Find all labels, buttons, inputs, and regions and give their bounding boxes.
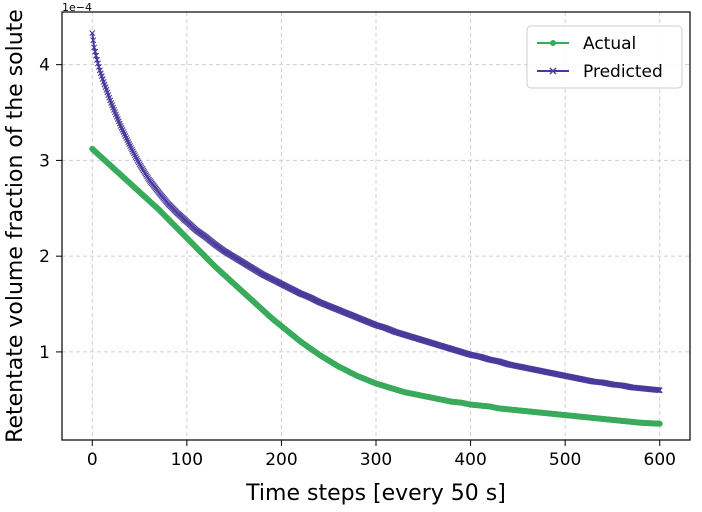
data-point: [90, 37, 97, 44]
legend-marker-actual: [550, 40, 556, 46]
series-layer: [89, 30, 663, 427]
legend-label-actual: Actual: [583, 34, 636, 54]
axis-ticks: 0 100 200 300 400 500 600 1 2 3 4: [39, 56, 676, 470]
data-point: [94, 60, 101, 67]
data-point: [655, 387, 662, 394]
y-offset-label: 1e−4: [62, 1, 92, 14]
y-tick-label: 4: [39, 56, 50, 76]
data-point: [656, 420, 663, 427]
y-tick-label: 3: [39, 151, 50, 171]
data-point: [656, 387, 663, 394]
data-point: [95, 63, 102, 70]
x-tick-label: 300: [360, 450, 392, 470]
data-point: [654, 387, 661, 394]
data-point: [94, 56, 100, 63]
x-axis-label: Time steps [every 50 s]: [245, 481, 506, 506]
legend-label-predicted: Predicted: [583, 62, 663, 82]
x-tick-label: 400: [454, 450, 486, 470]
y-tick-label: 1: [39, 343, 50, 363]
y-axis-label: Retentate volume fraction of the solute: [3, 9, 28, 443]
y-tick-label: 2: [39, 247, 50, 267]
data-point: [89, 30, 96, 37]
x-tick-label: 0: [87, 450, 98, 470]
series-actual: [89, 145, 663, 427]
x-tick-label: 100: [171, 450, 203, 470]
x-tick-label: 600: [644, 450, 676, 470]
x-tick-label: 200: [265, 450, 297, 470]
legend-marker-predicted: [549, 67, 557, 75]
legend-box: [526, 25, 683, 89]
series-predicted: [89, 30, 663, 394]
x-tick-label: 500: [549, 450, 581, 470]
legend: Actual Predicted: [526, 25, 683, 89]
